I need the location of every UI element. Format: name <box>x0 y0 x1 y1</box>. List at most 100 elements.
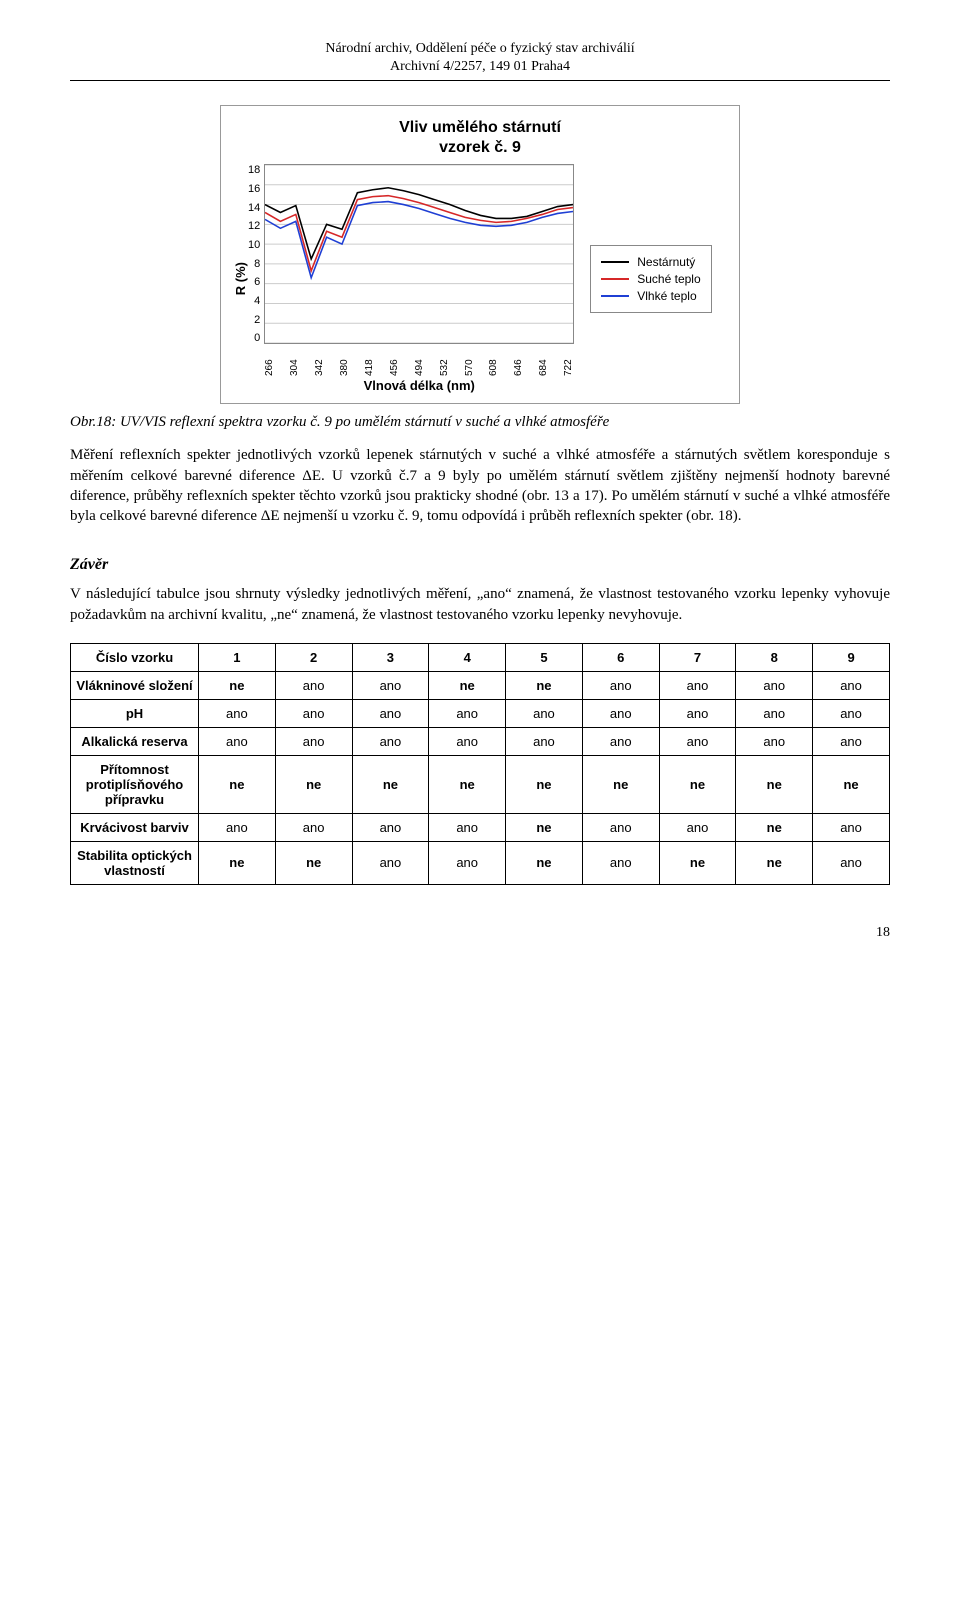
chart-area: R (%) 181614121086420 266304342380418456… <box>231 164 729 393</box>
x-tick: 266 <box>264 348 275 376</box>
legend-swatch <box>601 278 629 280</box>
table-row-label: Přítomnost protiplísňového přípravku <box>71 755 199 813</box>
x-tick: 722 <box>563 348 574 376</box>
table-cell: ne <box>199 671 276 699</box>
y-tick: 0 <box>248 332 260 344</box>
x-tick: 570 <box>464 348 475 376</box>
x-tick: 418 <box>364 348 375 376</box>
table-col-header: 2 <box>275 643 352 671</box>
legend-swatch <box>601 295 629 297</box>
y-tick: 16 <box>248 183 260 195</box>
x-tick: 342 <box>314 348 325 376</box>
table-cell: ano <box>275 813 352 841</box>
chart-title-line2: vzorek č. 9 <box>439 139 521 156</box>
header-rule <box>70 80 890 81</box>
table-cell: ano <box>659 727 736 755</box>
header-line2: Archivní 4/2257, 149 01 Praha4 <box>70 58 890 76</box>
table-cell: ne <box>659 841 736 884</box>
table-cell: ano <box>352 671 429 699</box>
table-cell: ano <box>813 841 890 884</box>
table-col-header: 1 <box>199 643 276 671</box>
y-axis-label: R (%) <box>231 262 248 295</box>
table-cell: ano <box>813 699 890 727</box>
table-cell: ne <box>736 841 813 884</box>
y-tick: 10 <box>248 239 260 251</box>
table-col-header: 8 <box>736 643 813 671</box>
table-cell: ano <box>813 813 890 841</box>
table-cell: ne <box>275 755 352 813</box>
table-cell: ano <box>352 841 429 884</box>
table-col-header: 6 <box>582 643 659 671</box>
table-cell: ano <box>813 671 890 699</box>
legend-row: Vlhké teplo <box>601 289 700 303</box>
table-cell: ano <box>813 727 890 755</box>
table-row-label: Vlákninové složení <box>71 671 199 699</box>
table-cell: ne <box>736 813 813 841</box>
table-cell: ne <box>429 671 506 699</box>
table-cell: ano <box>659 671 736 699</box>
legend-label: Suché teplo <box>637 272 700 286</box>
table-cell: ano <box>506 699 583 727</box>
y-tick: 14 <box>248 202 260 214</box>
y-tick: 8 <box>248 258 260 270</box>
table-cell: ne <box>275 841 352 884</box>
table-cell: ano <box>275 727 352 755</box>
y-axis-ticks: 181614121086420 <box>248 164 264 344</box>
table-cell: ano <box>659 813 736 841</box>
table-cell: ano <box>582 841 659 884</box>
table-row: Alkalická reservaanoanoanoanoanoanoanoan… <box>71 727 890 755</box>
table-cell: ano <box>352 699 429 727</box>
table-cell: ano <box>582 813 659 841</box>
table-cell: ano <box>199 699 276 727</box>
table-row-label: Stabilita optických vlastností <box>71 841 199 884</box>
table-cell: ano <box>659 699 736 727</box>
table-col-header: 3 <box>352 643 429 671</box>
x-tick: 304 <box>289 348 300 376</box>
table-cell: ano <box>275 699 352 727</box>
table-cell: ano <box>582 671 659 699</box>
table-cell: ano <box>582 727 659 755</box>
table-cell: ano <box>352 813 429 841</box>
table-row-label: Krvácivost barviv <box>71 813 199 841</box>
legend-row: Nestárnutý <box>601 255 700 269</box>
table-cell: ne <box>736 755 813 813</box>
table-row: Krvácivost barvivanoanoanoanoneanoanonea… <box>71 813 890 841</box>
x-tick: 684 <box>538 348 549 376</box>
header-line1: Národní archiv, Oddělení péče o fyzický … <box>70 40 890 58</box>
x-tick: 494 <box>414 348 425 376</box>
table-cell: ano <box>275 671 352 699</box>
table-cell: ano <box>429 841 506 884</box>
table-cell: ano <box>429 727 506 755</box>
chart-title: Vliv umělého stárnutí vzorek č. 9 <box>231 118 729 158</box>
x-axis-label: Vlnová délka (nm) <box>264 378 574 393</box>
table-row: pHanoanoanoanoanoanoanoanoano <box>71 699 890 727</box>
y-tick: 2 <box>248 314 260 326</box>
legend-row: Suché teplo <box>601 272 700 286</box>
page-number: 18 <box>70 925 890 941</box>
x-tick: 380 <box>339 348 350 376</box>
table-cell: ne <box>199 755 276 813</box>
table-header-label: Číslo vzorku <box>71 643 199 671</box>
table-col-header: 4 <box>429 643 506 671</box>
table-cell: ano <box>736 671 813 699</box>
table-col-header: 5 <box>506 643 583 671</box>
table-row-label: pH <box>71 699 199 727</box>
legend-label: Vlhké teplo <box>637 289 696 303</box>
paragraph-1: Měření reflexních spekter jednotlivých v… <box>70 445 890 526</box>
table-cell: ano <box>199 727 276 755</box>
table-cell: ano <box>582 699 659 727</box>
table-cell: ne <box>659 755 736 813</box>
x-tick: 532 <box>439 348 450 376</box>
table-col-header: 9 <box>813 643 890 671</box>
table-row: Vlákninové složeníneanoanoneneanoanoanoa… <box>71 671 890 699</box>
table-cell: ano <box>429 813 506 841</box>
table-cell: ano <box>199 813 276 841</box>
chart-svg <box>265 165 573 343</box>
table-cell: ano <box>736 727 813 755</box>
table-cell: ano <box>429 699 506 727</box>
table-cell: ne <box>506 755 583 813</box>
summary-table: Číslo vzorku123456789Vlákninové složenín… <box>70 643 890 885</box>
table-row: Stabilita optických vlastnostíneneanoano… <box>71 841 890 884</box>
y-tick: 12 <box>248 220 260 232</box>
y-tick: 4 <box>248 295 260 307</box>
